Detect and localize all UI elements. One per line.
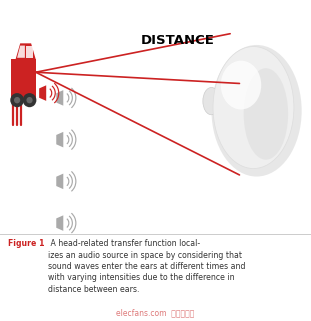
Polygon shape <box>11 59 36 98</box>
Text: DISTANCE: DISTANCE <box>140 34 214 47</box>
Circle shape <box>10 93 24 107</box>
Ellipse shape <box>221 61 261 109</box>
Circle shape <box>23 93 36 107</box>
Polygon shape <box>56 174 63 189</box>
Ellipse shape <box>244 68 288 160</box>
Text: elecfans.com  电子发烧友: elecfans.com 电子发烧友 <box>116 309 195 318</box>
Circle shape <box>26 97 33 103</box>
Ellipse shape <box>213 47 294 169</box>
Ellipse shape <box>203 87 220 115</box>
Polygon shape <box>16 43 36 59</box>
Ellipse shape <box>211 45 302 177</box>
Polygon shape <box>26 46 33 58</box>
Text: Figure 1: Figure 1 <box>8 239 44 248</box>
Polygon shape <box>56 90 63 106</box>
Polygon shape <box>56 132 63 147</box>
Polygon shape <box>39 85 46 101</box>
Text: A head-related transfer function local-
izes an audio source in space by conside: A head-related transfer function local- … <box>48 239 245 294</box>
Polygon shape <box>56 215 63 231</box>
Polygon shape <box>17 46 25 58</box>
Circle shape <box>14 97 20 103</box>
